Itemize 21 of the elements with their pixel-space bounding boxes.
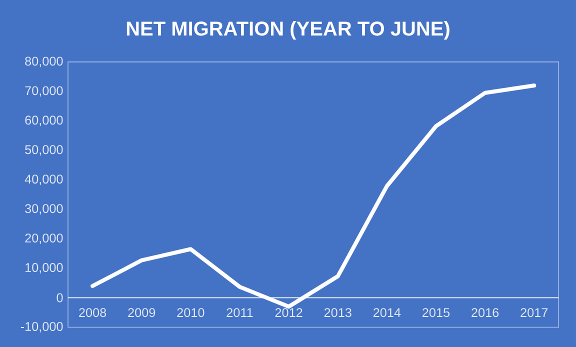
x-tick-label: 2011 [226,308,253,318]
y-tick-label: 50,000 [25,145,63,156]
x-tick-label: 2009 [128,308,156,318]
x-tick-label: 2016 [472,308,499,318]
x-tick-label: 2010 [177,308,204,318]
y-tick-label: 30,000 [25,204,63,215]
y-tick-label: 0 [56,293,63,302]
y-tick-label: 20,000 [25,234,63,244]
y-tick-label: 70,000 [25,86,63,97]
y-tick-label: 40,000 [24,174,63,186]
x-tick-label: 2017 [520,308,548,318]
x-tick-label: 2013 [324,308,352,318]
x-tick-label: 2014 [373,308,401,318]
y-tick-label: -10,000 [20,322,63,332]
x-tick-label: 2008 [79,308,106,318]
x-tick-label: 2015 [422,308,450,318]
y-tick-label: 60,000 [25,116,63,126]
chart-title: NET MIGRATION (YEAR TO JUNE) [126,21,450,40]
y-tick-label: 10,000 [26,263,63,274]
x-tick-label: 2012 [275,308,302,318]
y-tick-label: 80,000 [25,56,63,68]
